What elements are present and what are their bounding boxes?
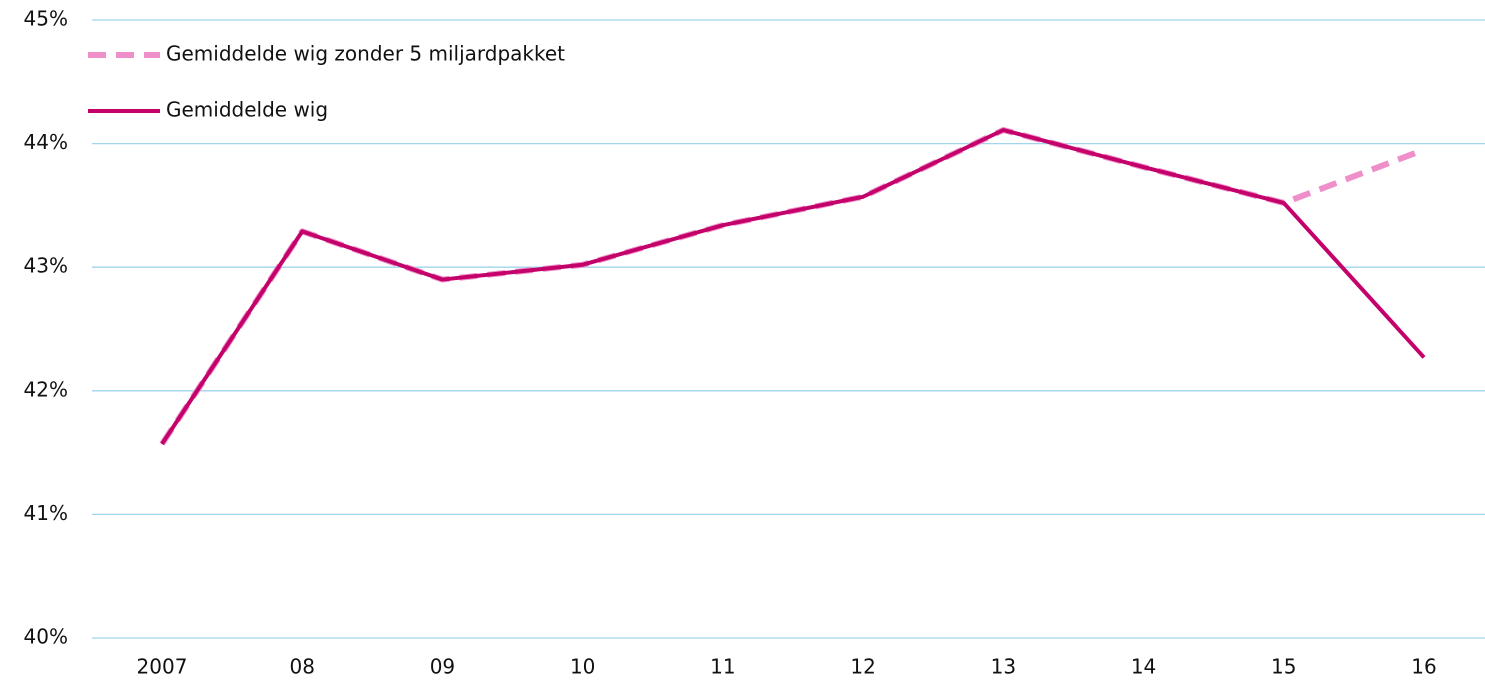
x-tick-label: 08 [289,655,314,679]
x-tick-label: 14 [1131,655,1156,679]
legend-label: Gemiddelde wig [166,98,328,122]
x-tick-label: 13 [991,655,1016,679]
line [160,128,1426,446]
legend-label: Gemiddelde wig zonder 5 miljardpakket [166,42,565,66]
x-tick-label: 16 [1411,655,1436,679]
x-tick-label: 11 [710,655,735,679]
y-tick-label: 42% [24,377,68,401]
y-tick-label: 45% [24,7,68,31]
x-tick-label: 12 [850,655,875,679]
y-tick-label: 44% [24,130,68,154]
x-tick-label: 10 [570,655,595,679]
y-tick-label: 41% [24,501,68,525]
y-tick-label: 40% [24,625,68,649]
x-tick-label: 09 [430,655,455,679]
x-tick-label: 15 [1271,655,1296,679]
x-tick-label: 2007 [137,655,188,679]
dashed-line [159,127,1426,446]
y-tick-label: 43% [24,254,68,278]
